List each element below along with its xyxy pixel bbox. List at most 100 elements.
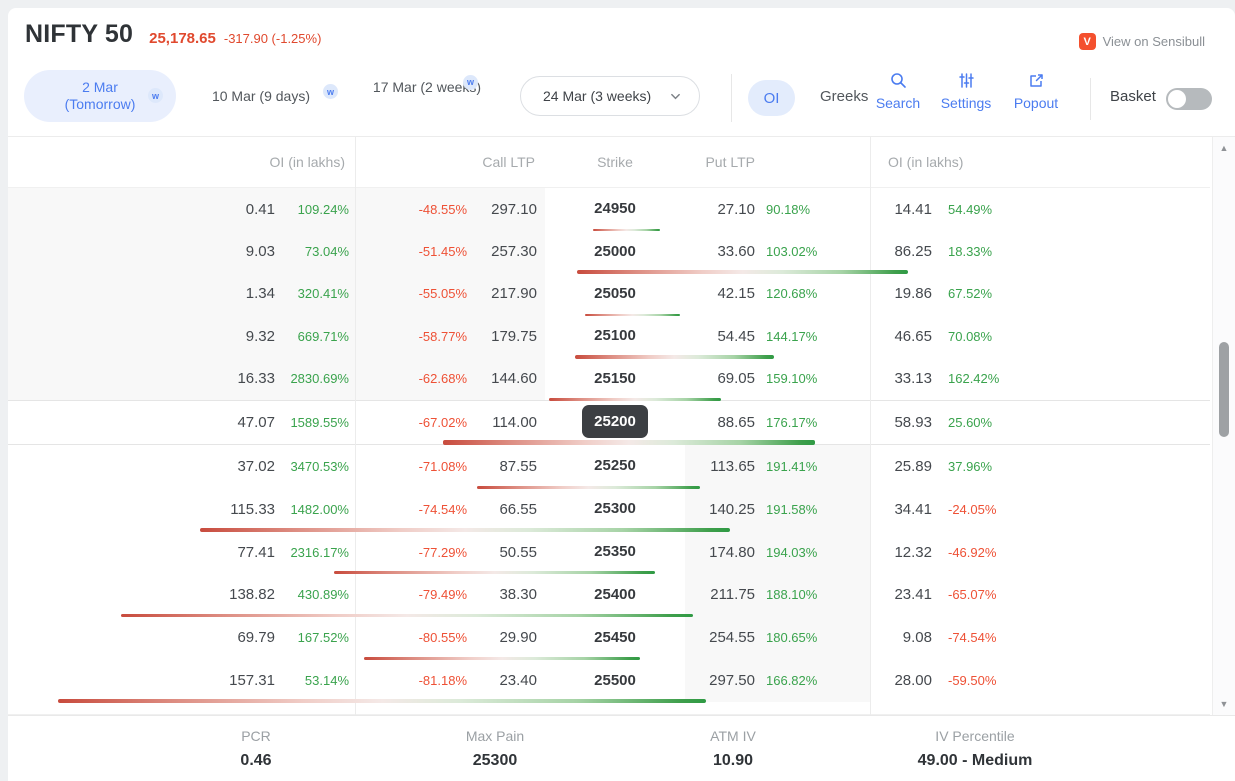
header-put-ltp: Put LTP xyxy=(705,154,755,170)
popout-button[interactable]: Popout xyxy=(1004,72,1068,111)
call-ltp-value: 257.30 xyxy=(491,243,537,261)
strike-cell[interactable]: 25450 xyxy=(545,629,685,647)
weekly-badge: w xyxy=(463,75,478,90)
call-ltp-value: 144.60 xyxy=(491,370,537,388)
put-ltp-value: 140.25 xyxy=(709,500,755,518)
call-ltp-value: 114.00 xyxy=(492,413,537,431)
call-oi-change: 669.71% xyxy=(297,328,349,344)
option-row[interactable]: 69.79 167.52% -80.55% 29.90 25450 254.55… xyxy=(8,616,1210,661)
strike-cell[interactable]: 25500 xyxy=(545,672,685,690)
strike-value: 25450 xyxy=(594,628,636,646)
itm-shade xyxy=(8,230,545,273)
option-row[interactable]: 9.03 73.04% -51.45% 257.30 25000 33.60 1… xyxy=(8,230,1210,274)
view-on-sensibull-link[interactable]: V View on Sensibull xyxy=(1078,33,1205,50)
column-divider xyxy=(355,137,356,715)
column-divider xyxy=(870,137,871,715)
call-ltp-value: 50.55 xyxy=(499,543,537,561)
oi-change-bar xyxy=(364,657,640,661)
option-row[interactable]: 77.41 2316.17% -77.29% 50.55 25350 174.8… xyxy=(8,530,1210,575)
oi-change-bar xyxy=(549,397,721,401)
strike-cell[interactable]: 25150 xyxy=(545,370,685,388)
strike-cell[interactable]: 24950 xyxy=(545,200,685,218)
oi-change-bar xyxy=(593,229,660,232)
weekly-badge: w xyxy=(323,84,338,99)
option-row[interactable]: 9.32 669.71% -58.77% 179.75 25100 54.45 … xyxy=(8,315,1210,359)
call-oi-value: 37.02 xyxy=(237,457,275,475)
put-oi-value: 46.65 xyxy=(894,327,932,345)
scroll-down-arrow-icon[interactable]: ▼ xyxy=(1219,699,1229,709)
call-ltp-change: -58.77% xyxy=(418,328,467,344)
option-row[interactable]: 115.33 1482.00% -74.54% 66.55 25300 140.… xyxy=(8,487,1210,532)
expiry-tab[interactable]: 10 Mar (9 days) w xyxy=(196,84,338,104)
stat-pcr: PCR 0.46 xyxy=(240,728,271,770)
search-label: Search xyxy=(875,95,921,111)
option-row[interactable]: 1.34 320.41% -55.05% 217.90 25050 42.15 … xyxy=(8,272,1210,317)
strike-value: 25250 xyxy=(594,457,636,475)
itm-shade xyxy=(685,616,870,660)
view-on-sensibull-label: View on Sensibull xyxy=(1102,34,1205,49)
expiry-tab-selected[interactable]: 2 Mar (Tomorrow) w xyxy=(24,70,176,122)
mode-toggle-greeks[interactable]: Greeks xyxy=(820,88,869,105)
strike-cell[interactable]: 25250 xyxy=(545,457,685,475)
option-row[interactable]: 0.41 109.24% -48.55% 297.10 24950 27.10 … xyxy=(8,188,1210,232)
strike-cell[interactable]: 25300 xyxy=(545,500,685,518)
stat-label: Max Pain xyxy=(465,728,525,744)
put-ltp-value: 69.05 xyxy=(717,370,755,388)
option-row[interactable]: 47.07 1589.55% -67.02% 114.00 25200 88.6… xyxy=(8,399,1210,445)
option-row[interactable]: 16.33 2830.69% -62.68% 144.60 25150 69.0… xyxy=(8,357,1210,401)
call-oi-value: 157.31 xyxy=(229,672,275,690)
weekly-badge: w xyxy=(148,88,163,103)
instrument-name: NIFTY 50 xyxy=(25,20,134,48)
call-oi-change: 1589.55% xyxy=(290,414,349,430)
settings-button[interactable]: Settings xyxy=(934,72,998,111)
put-ltp-change: 103.02% xyxy=(766,244,818,260)
stat-atm-iv: ATM IV 10.90 xyxy=(710,728,756,770)
call-oi-change: 109.24% xyxy=(297,201,349,217)
search-button[interactable]: Search xyxy=(866,72,930,111)
itm-shade xyxy=(8,272,545,316)
strike-cell[interactable]: 25050 xyxy=(545,285,685,303)
call-oi-change: 430.89% xyxy=(297,587,349,603)
sliders-icon xyxy=(958,73,974,88)
header-strike: Strike xyxy=(597,154,633,170)
scrollbar-thumb[interactable] xyxy=(1219,342,1229,437)
basket-toggle[interactable] xyxy=(1166,88,1212,110)
strike-cell[interactable]: 25000 xyxy=(545,243,685,261)
basket-label: Basket xyxy=(1110,88,1156,105)
put-oi-change: -24.05% xyxy=(948,501,997,517)
sensibull-logo-icon: V xyxy=(1078,33,1096,50)
expiry-tab[interactable]: 17 Mar (2 weeks) w xyxy=(368,75,486,96)
option-row[interactable]: 138.82 430.89% -79.49% 38.30 25400 211.7… xyxy=(8,573,1210,618)
call-ltp-change: -77.29% xyxy=(418,544,467,560)
oi-change-bar xyxy=(200,527,730,532)
put-oi-value: 34.41 xyxy=(894,500,932,518)
mode-toggle-oi[interactable]: OI xyxy=(748,80,795,116)
strike-cell[interactable]: 25400 xyxy=(545,586,685,604)
call-ltp-change: -67.02% xyxy=(418,414,467,430)
oi-change-bar xyxy=(58,699,706,704)
call-oi-value: 16.33 xyxy=(237,370,275,388)
put-ltp-value: 88.65 xyxy=(717,413,755,431)
toolbar-divider xyxy=(1090,78,1091,120)
option-row[interactable]: 157.31 53.14% -81.18% 23.40 25500 297.50… xyxy=(8,659,1210,704)
call-ltp-value: 297.10 xyxy=(491,200,537,218)
put-oi-value: 33.13 xyxy=(894,370,932,388)
call-oi-value: 1.34 xyxy=(245,285,275,303)
strike-cell[interactable]: 25100 xyxy=(545,327,685,345)
option-row[interactable]: 37.02 3470.53% -71.08% 87.55 25250 113.6… xyxy=(8,444,1210,489)
put-oi-value: 23.41 xyxy=(894,586,932,604)
put-ltp-change: 166.82% xyxy=(766,673,818,689)
scroll-up-arrow-icon[interactable]: ▲ xyxy=(1219,143,1229,153)
oi-change-bar xyxy=(577,269,908,274)
expiry-dropdown[interactable]: 24 Mar (3 weeks) xyxy=(520,76,700,116)
put-oi-value: 14.41 xyxy=(894,200,932,218)
itm-shade xyxy=(8,188,545,231)
vertical-scrollbar[interactable]: ▲ ▼ xyxy=(1212,137,1235,715)
call-oi-change: 73.04% xyxy=(304,244,349,260)
strike-cell[interactable]: 25350 xyxy=(545,543,685,561)
call-ltp-value: 87.55 xyxy=(499,457,537,475)
strike-cell[interactable]: 25200 xyxy=(545,405,685,439)
put-ltp-change: 90.18% xyxy=(766,201,811,217)
stat-label: IV Percentile xyxy=(935,728,1015,744)
option-chain-card: NIFTY 50 25,178.65 -317.90 (-1.25%) V Vi… xyxy=(8,8,1235,781)
